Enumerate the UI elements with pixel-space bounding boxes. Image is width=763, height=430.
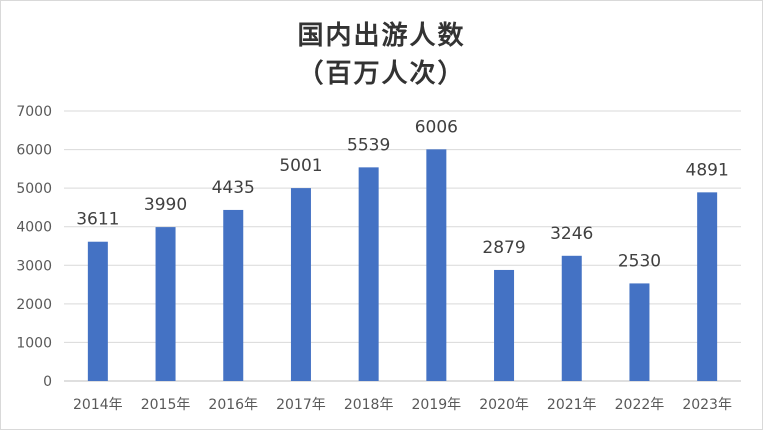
x-tick-label: 2017年 [276,397,326,413]
x-tick-label: 2014年 [73,397,123,413]
bar [426,149,447,381]
data-label: 6006 [415,117,458,137]
chart-title: 国内出游人数 [297,21,466,51]
data-label: 3611 [76,210,119,230]
data-label: 4891 [686,160,729,180]
y-tick-label: 4000 [16,220,52,236]
bar [561,255,582,381]
x-tick-label: 2023年 [682,397,732,413]
x-tick-label: 2019年 [412,397,462,413]
y-tick-label: 1000 [16,335,52,351]
y-tick-label: 3000 [16,258,52,274]
bar [358,167,379,381]
y-tick-label: 6000 [16,143,52,159]
bar [223,209,244,381]
y-tick-label: 5000 [16,181,52,197]
x-tick-label: 2015年 [141,397,191,413]
y-tick-label: 7000 [16,104,52,120]
data-label: 5539 [347,135,390,155]
data-label: 4435 [212,178,255,198]
y-tick-label: 2000 [16,297,52,313]
data-label: 3246 [550,224,593,244]
bar [290,188,311,381]
bar [155,227,176,381]
data-label: 2530 [618,251,661,271]
x-tick-label: 2022年 [615,397,665,413]
y-tick-label: 0 [43,374,52,390]
x-tick-label: 2020年 [479,397,529,413]
data-label: 3990 [144,195,187,215]
bar [629,283,650,381]
bar [697,192,718,381]
chart-subtitle: （百万人次） [297,59,466,89]
data-label: 5001 [279,156,322,176]
x-tick-label: 2018年 [344,397,394,413]
x-tick-label: 2021年 [547,397,597,413]
data-label: 2879 [482,238,525,258]
bar [494,269,515,381]
x-tick-label: 2016年 [208,397,258,413]
bar [87,241,108,381]
